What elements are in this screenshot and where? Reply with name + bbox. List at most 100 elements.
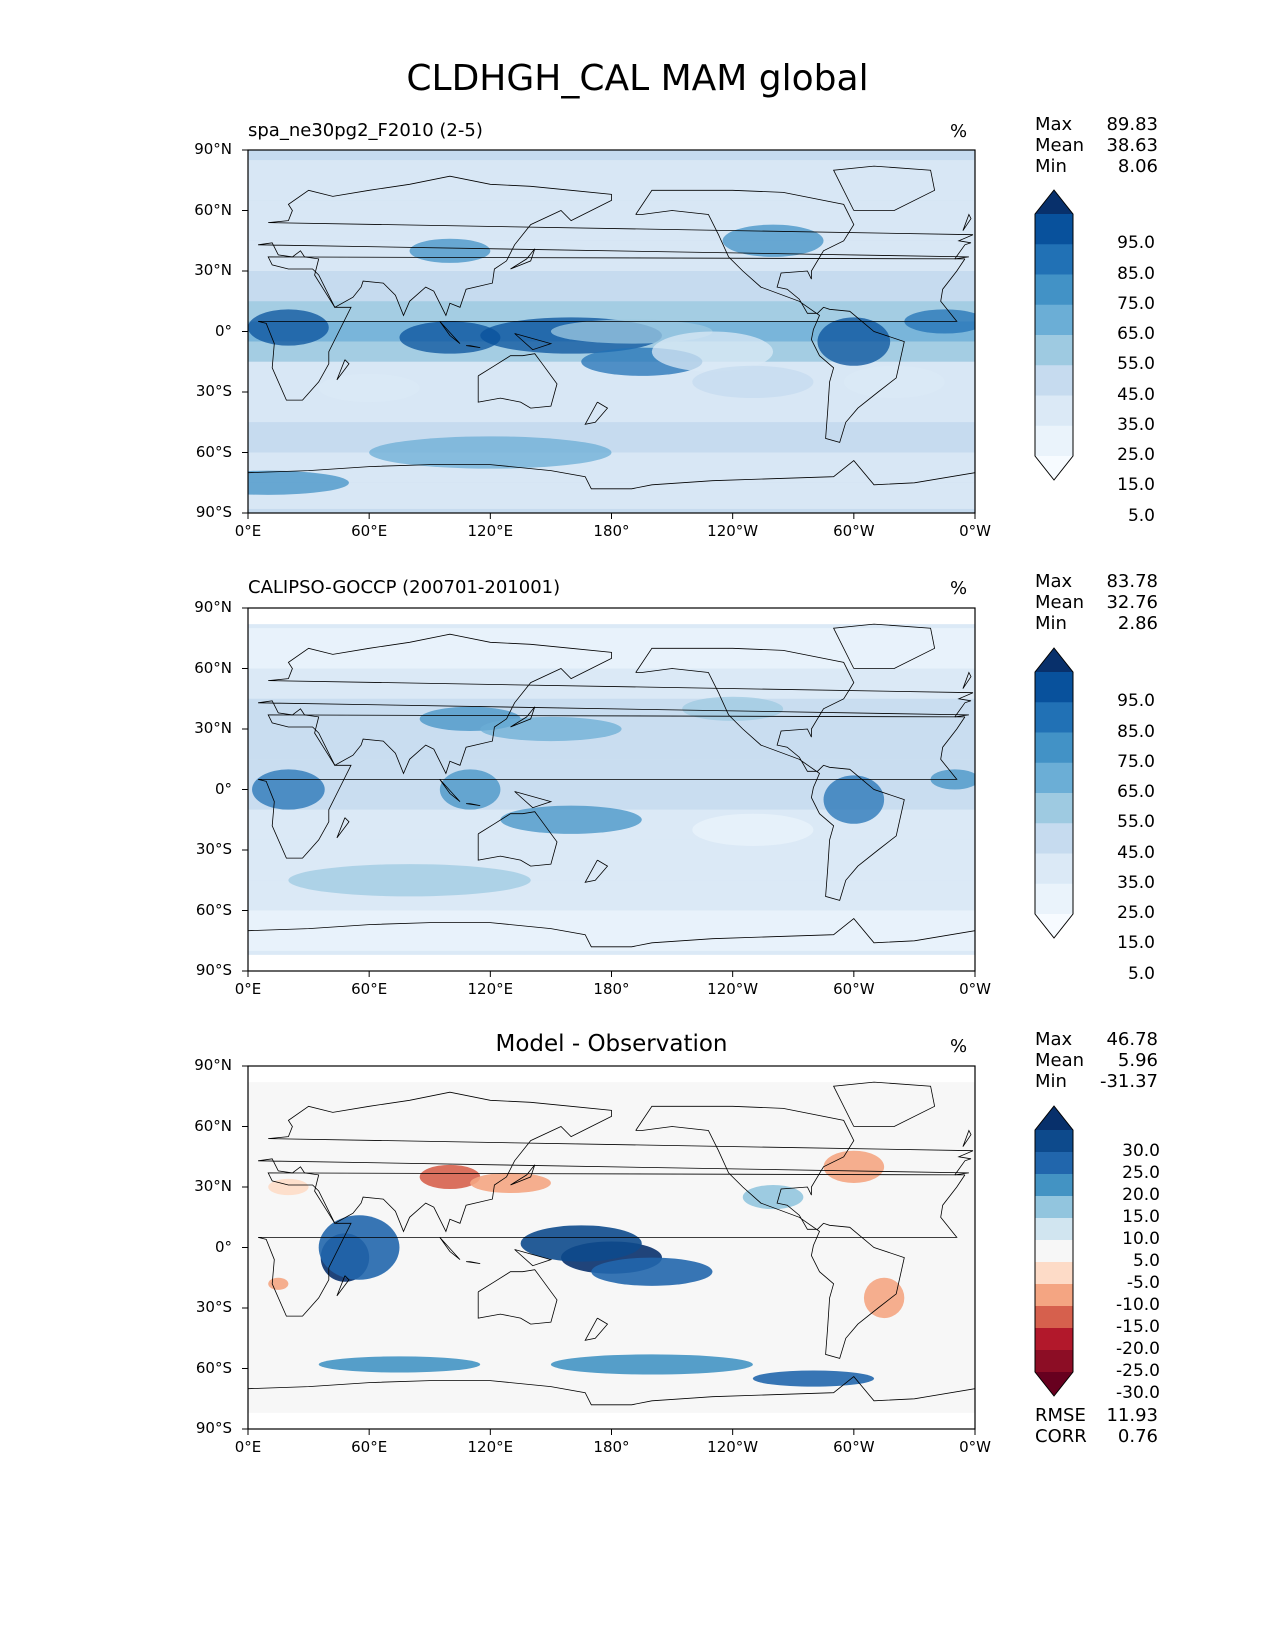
stat-value: 89.83 (1106, 114, 1158, 135)
panel-3-stats: Max 46.78 Mean 5.96 Min -31.37 (1035, 1029, 1158, 1095)
zonal-band (248, 240, 975, 271)
coastline (466, 345, 481, 348)
x-tick-label: 60°W (833, 980, 875, 998)
y-tick-label: 30°N (194, 1177, 232, 1195)
y-tick-label: 0° (214, 779, 232, 798)
colorbar-swatch (1035, 335, 1073, 366)
colorbar-swatch (1035, 914, 1073, 938)
colorbar-label: 75.0 (1117, 751, 1155, 772)
x-tick-label: 60°W (833, 522, 875, 540)
coastline (962, 1129, 972, 1147)
colorbar-label: 25.0 (1117, 445, 1155, 465)
x-tick-label: 0°E (234, 980, 262, 998)
field-feature (722, 224, 824, 257)
panel-3-colorbar (1034, 1105, 1074, 1397)
zonal-band (248, 200, 975, 241)
colorbar-label: 65.0 (1117, 324, 1155, 344)
y-tick-label: 0° (214, 1237, 232, 1256)
coastline (832, 165, 936, 211)
colorbar-swatch (1035, 1152, 1073, 1175)
coastline (514, 333, 553, 351)
coastline (477, 1269, 558, 1325)
colorbar-label: -20.0 (1116, 1339, 1160, 1359)
map-field (248, 1081, 975, 1429)
colorbar-swatch (1035, 395, 1073, 427)
coastline (248, 1376, 975, 1429)
coastline (832, 1081, 936, 1127)
stat-label: Mean (1035, 135, 1085, 156)
panel-1-stats: Max 89.83 Mean 38.63 Min 8.06 (1035, 114, 1158, 180)
stat-label: Max (1035, 1029, 1073, 1050)
field-feature (288, 864, 531, 897)
colorbar-label: 30.0 (1122, 1141, 1160, 1161)
x-tick-label: 0°W (959, 980, 991, 998)
coastline (635, 189, 905, 443)
panel-3-units: % (950, 1036, 968, 1057)
coastline (336, 817, 350, 839)
colorbar-label: 55.0 (1117, 812, 1155, 833)
y-tick-label: 30°N (194, 719, 232, 737)
x-tick-label: 60°E (351, 1438, 388, 1456)
coastline (584, 1317, 609, 1341)
colorbar-swatch (1035, 732, 1073, 764)
zonal-band (248, 271, 975, 302)
field-feature (843, 365, 945, 399)
x-tick-label: 120°E (467, 980, 514, 998)
y-tick-label: 90°N (194, 140, 232, 158)
coastline (635, 647, 905, 901)
y-tick-label: 90°N (194, 598, 232, 616)
panel-2-colorbar (1034, 647, 1074, 939)
colorbar-swatch (1035, 1328, 1073, 1351)
coastline (258, 256, 966, 401)
colorbar-swatch (1035, 244, 1073, 275)
x-tick-label: 120°W (707, 522, 759, 540)
panel-2-stats: Max 83.78 Mean 32.76 Min 2.86 (1035, 571, 1158, 637)
panel-3-yticks: 90°N 60°N 30°N 0° 30°S 60°S 90°S (150, 1056, 240, 1437)
x-tick-label: 0°W (959, 1438, 991, 1456)
colorbar-swatch (1035, 274, 1073, 306)
panel-3-colorbar-labels: 30.0 25.0 20.0 15.0 10.0 5.0 -5.0 -10.0 -15.0 -20… (1080, 1106, 1160, 1403)
x-tick-label: 120°E (467, 1438, 514, 1456)
metric-value: 11.93 (1106, 1405, 1158, 1426)
colorbar-swatch (1035, 1350, 1073, 1373)
colorbar-label: 85.0 (1117, 263, 1155, 284)
panel-2-title: CALIPSO-GOCCP (200701-201001) (248, 577, 561, 598)
colorbar-label: -15.0 (1116, 1317, 1160, 1337)
coastline (477, 353, 558, 409)
stat-value: 32.76 (1106, 592, 1158, 613)
stat-max: Max 83.78 (1035, 571, 1158, 593)
stat-label: Max (1035, 571, 1073, 592)
coastline (336, 1275, 350, 1297)
panel-2-units: % (950, 578, 968, 599)
coastline (439, 779, 461, 802)
coastline (336, 359, 350, 381)
colorbar-swatch (1035, 853, 1073, 885)
colorbar-swatch (1035, 702, 1073, 733)
colorbar-label: 55.0 (1117, 354, 1155, 375)
zonal-band (248, 910, 975, 951)
field-feature (369, 436, 612, 469)
colorbar-label: 5.0 (1127, 963, 1155, 984)
colorbar-swatch (1035, 1306, 1073, 1329)
colorbar-swatch (1035, 365, 1073, 396)
x-tick-label: 120°E (467, 522, 514, 540)
colorbar-outline (1034, 1105, 1074, 1397)
stat-label: Max (1035, 114, 1073, 135)
panel-3-metrics: RMSE 11.93 CORR 0.76 (1035, 1405, 1158, 1449)
coastline (466, 803, 481, 806)
coastline (258, 1172, 966, 1317)
coastlines (248, 623, 975, 971)
stat-min: Min 8.06 (1035, 156, 1158, 178)
coastline (514, 791, 553, 809)
y-tick-label: 90°S (195, 1419, 232, 1437)
colorbar-outline (1034, 189, 1074, 481)
colorbar-swatch (1035, 1284, 1073, 1307)
stat-max: Max 46.78 (1035, 1029, 1158, 1051)
colorbar-swatch (1035, 672, 1073, 703)
field-feature (268, 1277, 289, 1290)
field-feature (318, 1215, 400, 1280)
stat-value: 2.86 (1117, 613, 1158, 634)
panel-1-yticks: 90°N 60°N 30°N 0° 30°S 60°S 90°S (150, 140, 240, 521)
colorbar-swatch (1035, 1130, 1073, 1153)
field-feature (480, 716, 622, 742)
